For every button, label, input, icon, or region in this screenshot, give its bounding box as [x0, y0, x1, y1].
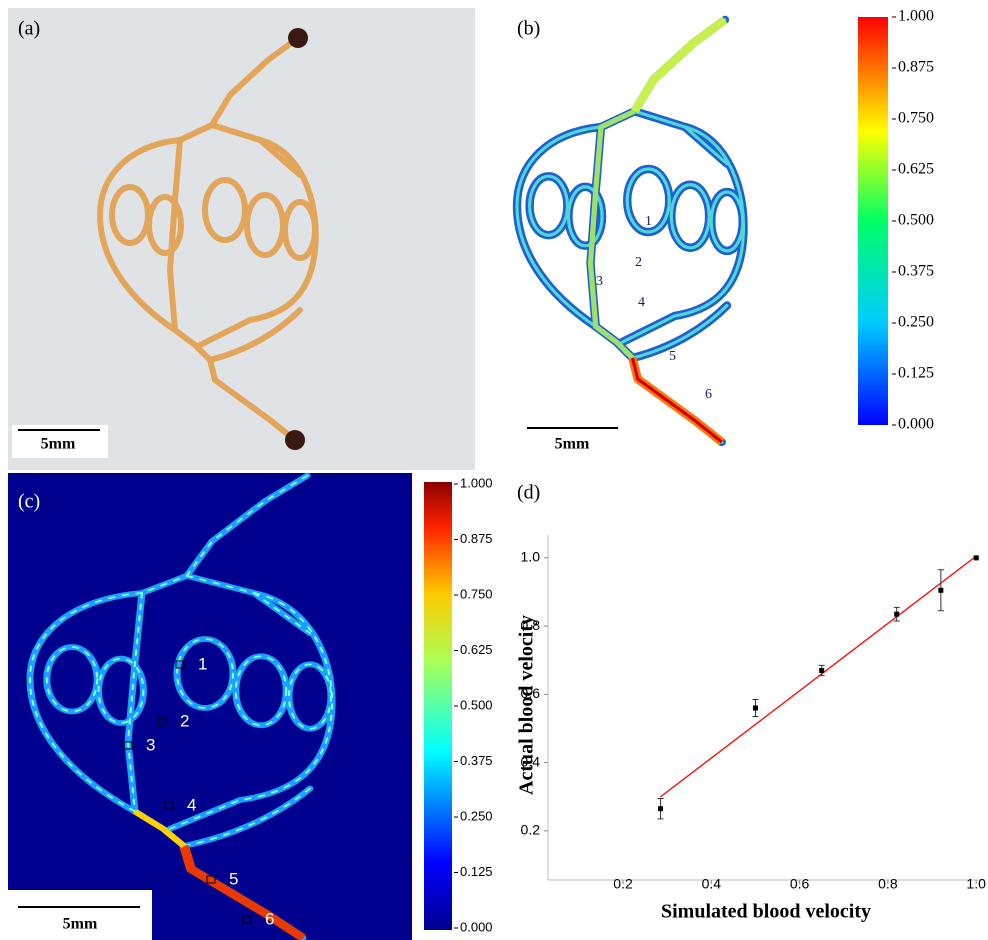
data-point [938, 588, 943, 593]
point-marker: 2 [635, 255, 642, 270]
colorbar-tick-label: 0.875 [460, 531, 493, 546]
point-marker: 5 [669, 349, 676, 364]
point-marker: 3 [596, 274, 603, 289]
point-marker: 4 [187, 795, 196, 814]
point-marker: 6 [705, 387, 712, 402]
fit-line [661, 556, 977, 797]
data-point [658, 806, 663, 811]
colorbar [858, 17, 888, 425]
colorbar-tick-label: 0.250 [898, 314, 934, 331]
data-point [894, 612, 899, 617]
scale-bar-label: 5mm [41, 436, 76, 453]
data-point [819, 668, 824, 673]
panel-label: (c) [18, 491, 40, 513]
colorbar-tick-label: 0.750 [460, 586, 493, 601]
figure: (a) 5mm (b) 5mm (c) 5mm (d) Simulated bl… [0, 0, 988, 940]
colorbar-tick-label: 0.250 [460, 808, 493, 823]
point-marker: 6 [265, 909, 274, 928]
x-tick-label: 0.4 [702, 876, 722, 892]
colorbar-tick-label: 0.875 [898, 59, 934, 76]
colorbar-tick-label: 0.375 [460, 753, 493, 768]
y-tick-label: 0.8 [521, 617, 541, 633]
simulated-network [517, 20, 744, 442]
x-tick-label: 1.0 [966, 876, 986, 892]
colorbar-tick-label: 0.375 [898, 263, 934, 280]
colorbar-tick-label: 0.500 [898, 212, 934, 229]
scale-bar-label: 5mm [555, 436, 590, 453]
point-marker: 4 [638, 295, 645, 310]
point-marker: 3 [146, 735, 155, 754]
colorbar-tick-label: 0.125 [460, 864, 493, 879]
colorbar-tick-label: 0.125 [898, 365, 934, 382]
colorbar-tick-label: 0.750 [898, 110, 934, 127]
colorbar-tick-label: 0.000 [898, 416, 934, 433]
point-marker: 5 [229, 869, 238, 888]
y-tick-label: 1.0 [521, 549, 541, 565]
x-axis-label: Simulated blood velocity [661, 901, 871, 923]
panel-label: (b) [517, 18, 540, 40]
colorbar-tick-label: 1.000 [898, 8, 934, 25]
y-tick-label: 0.2 [521, 822, 541, 838]
colorbar-tick-label: 0.000 [460, 919, 493, 934]
colorbar-tick-label: 0.625 [460, 642, 493, 657]
colorbar-tick-label: 0.500 [460, 697, 493, 712]
colorbar-tick-label: 1.000 [460, 475, 493, 490]
colorbar [424, 482, 452, 930]
y-tick-label: 0.4 [521, 753, 541, 769]
data-point [753, 706, 758, 711]
scale-bar-label: 5mm [63, 916, 98, 933]
x-tick-label: 0.2 [613, 876, 633, 892]
y-tick-label: 0.6 [521, 685, 541, 701]
x-tick-label: 0.6 [790, 876, 810, 892]
point-marker: 1 [198, 654, 207, 673]
colorbar-tick-label: 0.625 [898, 161, 934, 178]
outlet [285, 430, 305, 450]
panel-label: (a) [18, 18, 40, 40]
point-marker: 1 [645, 214, 652, 229]
point-marker: 2 [180, 711, 189, 730]
inlet [288, 28, 308, 48]
data-point [974, 555, 979, 560]
panel-label: (d) [517, 482, 540, 504]
x-tick-label: 0.8 [878, 876, 898, 892]
